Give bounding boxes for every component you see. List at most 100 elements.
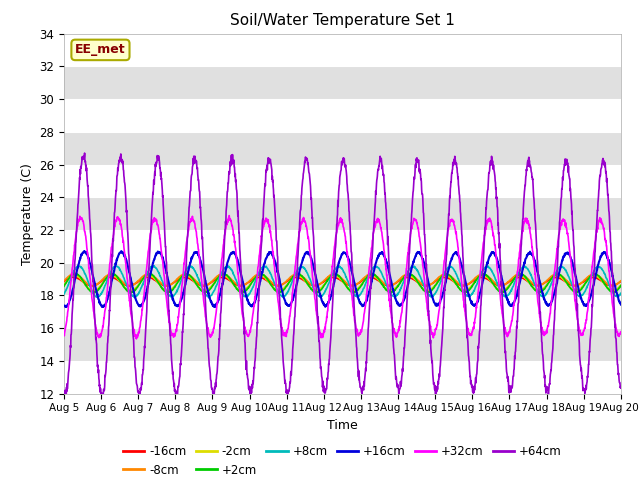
Line: -8cm: -8cm: [64, 274, 621, 286]
+16cm: [118, 248, 125, 254]
+2cm: [331, 271, 339, 276]
+16cm: [617, 301, 625, 307]
Bar: [64, 99, 621, 132]
Bar: [64, 197, 621, 230]
-16cm: [89, 283, 97, 288]
-16cm: [88, 283, 96, 289]
-2cm: [72, 273, 79, 278]
Line: +2cm: +2cm: [64, 274, 621, 293]
-2cm: [617, 282, 625, 288]
-2cm: [332, 273, 339, 279]
+64cm: [60, 392, 68, 398]
+64cm: [601, 164, 609, 170]
-8cm: [499, 283, 507, 288]
-2cm: [60, 282, 68, 288]
Y-axis label: Temperature (C): Temperature (C): [20, 163, 34, 264]
+8cm: [602, 272, 609, 277]
+32cm: [332, 237, 339, 242]
+8cm: [150, 263, 157, 269]
-8cm: [60, 278, 68, 284]
+64cm: [99, 397, 106, 403]
-8cm: [89, 283, 97, 288]
+64cm: [332, 246, 339, 252]
+32cm: [601, 237, 609, 242]
-8cm: [601, 279, 609, 285]
+64cm: [317, 365, 324, 371]
+16cm: [99, 304, 106, 310]
Bar: [64, 328, 621, 361]
Legend: -16cm, -8cm, -2cm, +2cm, +8cm, +16cm, +32cm, +64cm: -16cm, -8cm, -2cm, +2cm, +8cm, +16cm, +3…: [118, 440, 566, 480]
+8cm: [499, 292, 507, 298]
-8cm: [70, 271, 77, 276]
Bar: [64, 34, 621, 66]
Line: +8cm: +8cm: [64, 266, 621, 297]
+8cm: [317, 293, 324, 299]
-2cm: [238, 288, 246, 294]
+32cm: [499, 313, 507, 319]
+2cm: [602, 282, 609, 288]
-2cm: [499, 288, 507, 293]
-16cm: [68, 274, 76, 280]
+16cm: [60, 303, 68, 309]
+8cm: [60, 291, 68, 297]
+2cm: [316, 288, 324, 293]
-16cm: [60, 278, 68, 284]
+16cm: [601, 250, 609, 255]
-8cm: [317, 281, 324, 287]
-8cm: [89, 283, 97, 289]
+8cm: [88, 289, 96, 295]
+8cm: [332, 266, 339, 272]
-16cm: [602, 281, 609, 287]
Bar: [64, 165, 621, 197]
+8cm: [617, 290, 625, 296]
+16cm: [88, 271, 96, 277]
Line: +32cm: +32cm: [64, 216, 621, 339]
+64cm: [617, 385, 625, 391]
+16cm: [332, 275, 339, 281]
+32cm: [317, 330, 324, 336]
+64cm: [81, 150, 88, 156]
+16cm: [602, 250, 609, 256]
+2cm: [72, 271, 79, 276]
+8cm: [601, 271, 609, 277]
-2cm: [602, 282, 609, 288]
+2cm: [89, 289, 97, 295]
+2cm: [601, 282, 609, 288]
+2cm: [424, 290, 431, 296]
-16cm: [601, 280, 609, 286]
Text: EE_met: EE_met: [75, 43, 126, 56]
-2cm: [89, 288, 97, 294]
-8cm: [332, 271, 339, 277]
-16cm: [499, 282, 507, 288]
+2cm: [617, 283, 625, 288]
+32cm: [602, 236, 609, 241]
Line: -2cm: -2cm: [64, 276, 621, 291]
Bar: [64, 230, 621, 263]
Line: +16cm: +16cm: [64, 251, 621, 307]
+32cm: [132, 336, 140, 342]
Bar: [64, 361, 621, 394]
+64cm: [499, 309, 507, 315]
Bar: [64, 263, 621, 295]
+32cm: [225, 213, 233, 218]
+32cm: [60, 330, 68, 336]
+2cm: [60, 283, 68, 289]
Bar: [64, 132, 621, 165]
+8cm: [131, 294, 138, 300]
-8cm: [602, 279, 609, 285]
+32cm: [88, 299, 96, 304]
Bar: [64, 295, 621, 328]
-16cm: [332, 275, 339, 281]
Bar: [64, 66, 621, 99]
+64cm: [602, 161, 609, 167]
+16cm: [317, 294, 324, 300]
Title: Soil/Water Temperature Set 1: Soil/Water Temperature Set 1: [230, 13, 455, 28]
+64cm: [89, 272, 97, 278]
Line: +64cm: +64cm: [64, 153, 621, 400]
+2cm: [499, 289, 507, 295]
Line: -16cm: -16cm: [64, 277, 621, 286]
-16cm: [317, 281, 324, 287]
-8cm: [617, 278, 625, 284]
+32cm: [617, 329, 625, 335]
-16cm: [617, 279, 625, 285]
